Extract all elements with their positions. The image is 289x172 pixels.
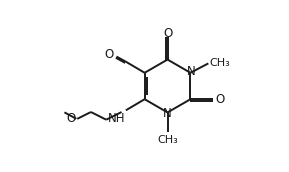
Text: N: N <box>163 107 172 120</box>
Text: O: O <box>216 93 225 106</box>
Text: O: O <box>105 48 114 61</box>
Text: CH₃: CH₃ <box>210 58 230 68</box>
Text: NH: NH <box>108 112 125 125</box>
Text: N: N <box>187 65 196 78</box>
Text: CH₃: CH₃ <box>157 135 178 145</box>
Text: O: O <box>163 27 172 40</box>
Text: O: O <box>66 112 75 125</box>
